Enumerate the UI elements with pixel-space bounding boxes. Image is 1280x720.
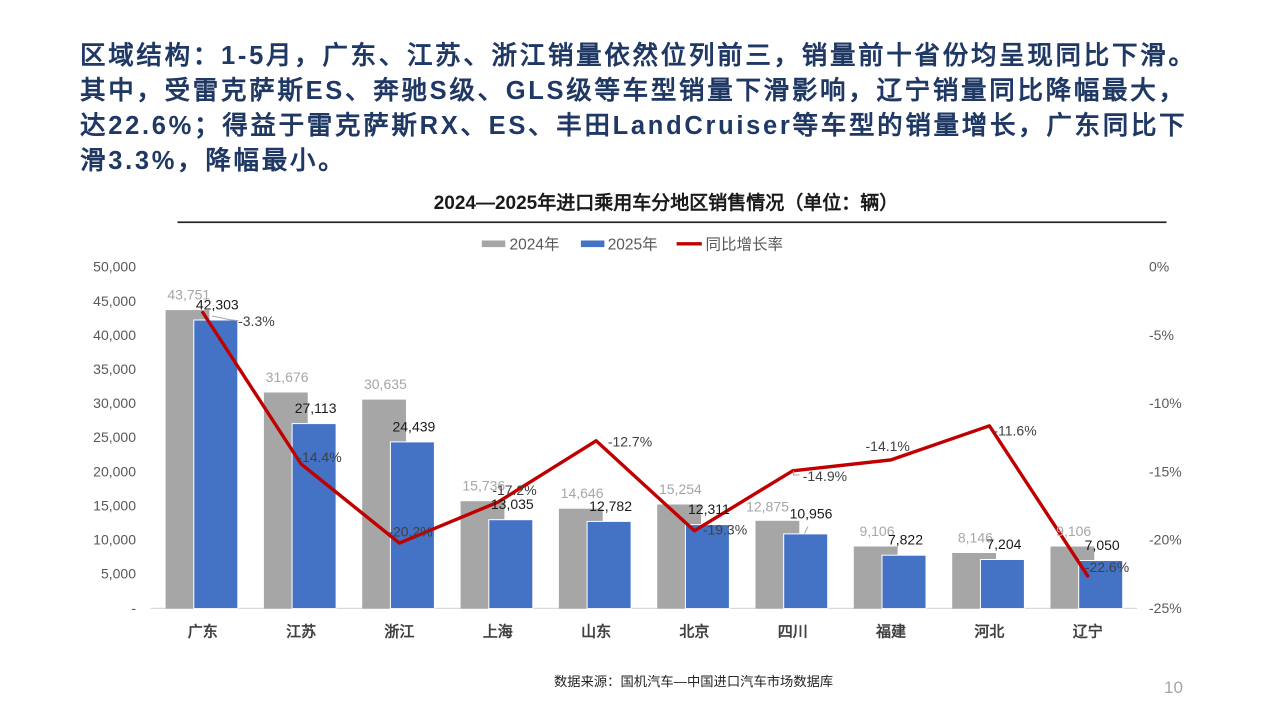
svg-text:-11.6%: -11.6% xyxy=(993,423,1036,439)
svg-text:7,822: 7,822 xyxy=(888,532,923,548)
svg-text:-17.2%: -17.2% xyxy=(492,482,536,498)
svg-text:9,106: 9,106 xyxy=(859,523,894,539)
svg-text:8,146: 8,146 xyxy=(958,530,993,546)
svg-text:27,113: 27,113 xyxy=(295,400,337,416)
svg-text:-22.6%: -22.6% xyxy=(1085,559,1129,575)
svg-text:10,956: 10,956 xyxy=(790,505,833,521)
svg-text:2024年: 2024年 xyxy=(510,235,560,253)
svg-text:50,000: 50,000 xyxy=(93,259,136,275)
svg-text:42,303: 42,303 xyxy=(196,297,239,313)
svg-text:-25%: -25% xyxy=(1149,600,1182,616)
svg-text:-5%: -5% xyxy=(1149,327,1174,343)
svg-text:7,050: 7,050 xyxy=(1085,537,1120,553)
svg-text:-14.1%: -14.1% xyxy=(866,438,910,454)
svg-text:12,875: 12,875 xyxy=(746,499,789,515)
svg-text:45,000: 45,000 xyxy=(93,293,136,309)
svg-text:30,635: 30,635 xyxy=(364,376,407,392)
svg-text:43,751: 43,751 xyxy=(167,287,210,303)
svg-text:同比增长率: 同比增长率 xyxy=(706,235,784,253)
svg-text:辽宁: 辽宁 xyxy=(1073,623,1103,641)
svg-text:9,106: 9,106 xyxy=(1056,523,1091,539)
svg-text:-: - xyxy=(131,600,136,616)
svg-text:14,646: 14,646 xyxy=(561,485,604,501)
svg-text:上海: 上海 xyxy=(483,623,513,641)
svg-text:12,311: 12,311 xyxy=(688,501,730,517)
svg-text:5,000: 5,000 xyxy=(101,566,136,582)
svg-text:2024—2025年进口乘用车分地区销售情况（单位：辆）: 2024—2025年进口乘用车分地区销售情况（单位：辆） xyxy=(434,191,899,214)
svg-text:24,439: 24,439 xyxy=(392,418,435,434)
svg-text:山东: 山东 xyxy=(581,623,611,641)
svg-text:-19.3%: -19.3% xyxy=(703,521,747,537)
svg-text:15,254: 15,254 xyxy=(659,481,702,497)
svg-text:15,000: 15,000 xyxy=(93,498,136,514)
svg-text:-20%: -20% xyxy=(1149,532,1182,548)
svg-text:25,000: 25,000 xyxy=(93,429,136,445)
svg-text:0%: 0% xyxy=(1149,259,1169,275)
svg-text:13,035: 13,035 xyxy=(491,496,534,512)
svg-text:30,000: 30,000 xyxy=(93,395,136,411)
svg-text:20,000: 20,000 xyxy=(93,463,136,479)
svg-text:-15%: -15% xyxy=(1149,463,1182,479)
svg-text:-10%: -10% xyxy=(1149,395,1182,411)
svg-text:-12.7%: -12.7% xyxy=(608,434,652,450)
svg-text:-14.9%: -14.9% xyxy=(803,468,847,484)
svg-text:浙江: 浙江 xyxy=(384,623,414,641)
svg-text:河北: 河北 xyxy=(974,623,1004,641)
svg-text:31,676: 31,676 xyxy=(266,369,309,385)
svg-text:12,782: 12,782 xyxy=(589,498,632,514)
svg-text:35,000: 35,000 xyxy=(93,361,136,377)
svg-text:40,000: 40,000 xyxy=(93,327,136,343)
svg-text:15,736: 15,736 xyxy=(462,478,505,494)
svg-text:四川: 四川 xyxy=(778,624,808,641)
svg-text:2025年: 2025年 xyxy=(608,235,658,253)
svg-text:-20.2%: -20.2% xyxy=(388,524,432,540)
svg-text:-3.3%: -3.3% xyxy=(238,313,275,329)
svg-text:福建: 福建 xyxy=(875,623,907,641)
svg-text:江苏: 江苏 xyxy=(286,623,316,641)
svg-text:7,204: 7,204 xyxy=(986,536,1021,552)
svg-text:10,000: 10,000 xyxy=(93,532,136,548)
svg-text:-14.4%: -14.4% xyxy=(297,449,341,465)
svg-text:北京: 北京 xyxy=(679,623,709,641)
svg-text:广东: 广东 xyxy=(188,623,218,641)
